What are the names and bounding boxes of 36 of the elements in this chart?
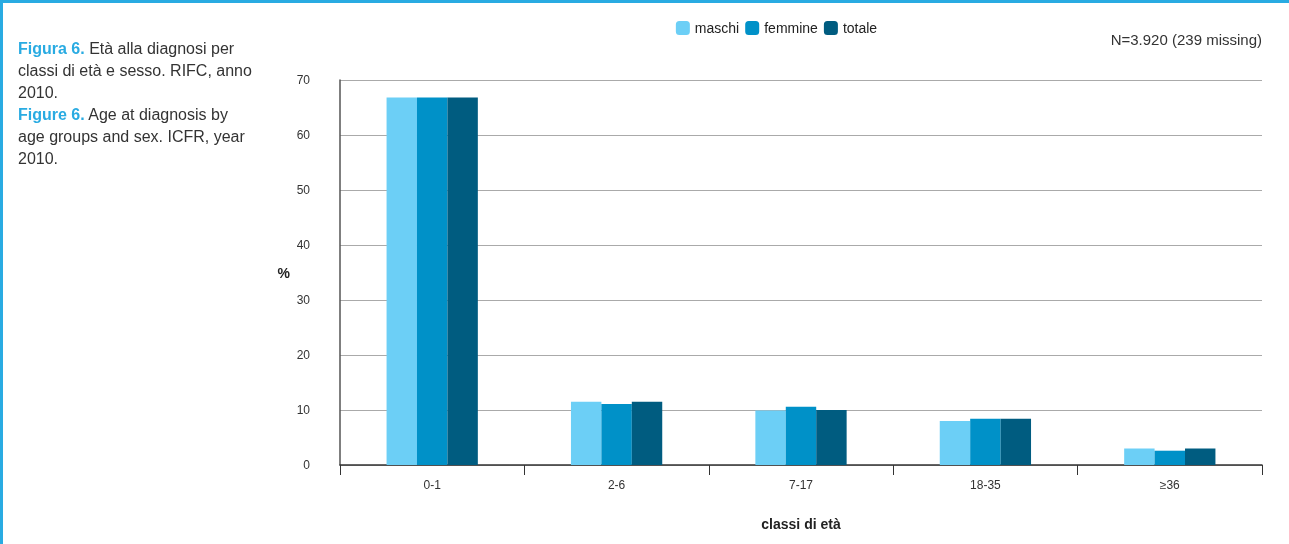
text: Figure 6. Age at diagnosis by age groups and sex. ICFR, year 2010. <box>18 106 245 167</box>
bar <box>386 97 417 465</box>
y-axis-title: % <box>277 264 291 281</box>
bar <box>1154 450 1186 465</box>
y-tick-label: 10 <box>296 403 311 417</box>
bar <box>816 410 847 465</box>
x-tick-label: ≥36 <box>1159 478 1181 492</box>
text: N=3.920 (239 missing) <box>1110 31 1262 48</box>
bar <box>755 410 786 465</box>
x-tick-label: 18-35 <box>970 478 1002 492</box>
bar <box>939 421 971 465</box>
y-tick-label: 30 <box>296 293 311 307</box>
x-tick-label: 7-17 <box>788 478 814 492</box>
y-tick-label: 60 <box>296 128 311 142</box>
bar <box>1185 448 1216 465</box>
legend-label: maschi <box>694 20 740 36</box>
bar <box>785 406 817 465</box>
bar <box>447 97 478 465</box>
y-tick-label: 50 <box>296 183 311 197</box>
x-tick-label: 2-6 <box>607 478 626 492</box>
y-tick-label: 20 <box>296 348 311 362</box>
legend-label: totale <box>842 20 878 36</box>
x-axis-title: classi di età <box>761 516 841 532</box>
y-tick-label: 70 <box>296 73 311 87</box>
x-tick-label: 0-1 <box>423 478 442 492</box>
bar <box>601 403 632 465</box>
bar <box>631 401 663 465</box>
bar <box>570 401 602 465</box>
legend-label: femmine <box>764 20 819 36</box>
bar <box>416 97 448 465</box>
y-tick-label: 0 <box>303 458 311 472</box>
y-tick-label: 40 <box>296 238 311 252</box>
bar <box>1124 448 1155 465</box>
bar <box>970 418 1001 465</box>
bar <box>1000 418 1032 465</box>
text: Figura 6. Età alla diagnosi per classi di età e sesso. RIFC, anno 2010. <box>18 40 252 101</box>
